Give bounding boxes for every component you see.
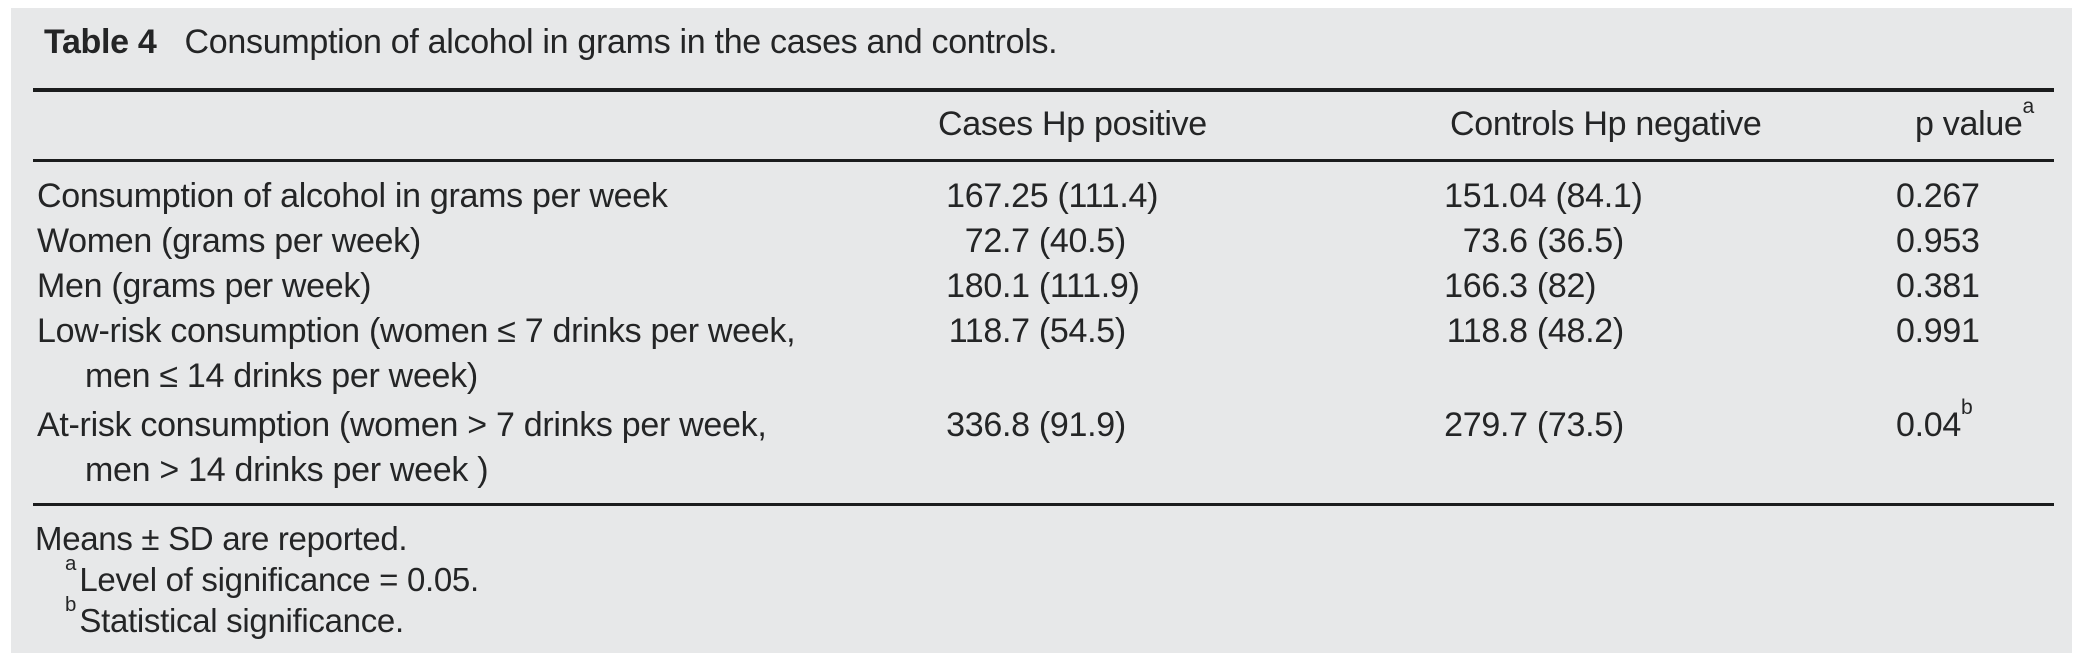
p-value: 0.04b <box>1896 396 1973 444</box>
table-caption-label: Table 4 <box>44 23 157 61</box>
footnotes: Means ± SD are reported. aLevel of signi… <box>35 518 479 641</box>
row-label-continuation: men > 14 drinks per week ) <box>85 451 489 489</box>
figure-background <box>11 8 2072 653</box>
p-value: 0.267 <box>1896 177 1980 215</box>
p-value-footnote-marker: a <box>2022 95 2035 119</box>
row-label: Men (grams per week) <box>37 267 372 305</box>
cases-value: 336.8 (91.9) <box>946 406 1126 444</box>
row-label: Consumption of alcohol in grams per week <box>37 177 668 215</box>
table-row: Women (grams per week) 72.7 (40.5) 73.6 … <box>0 219 2079 264</box>
table-row: Men (grams per week) 180.1 (111.9) 166.3… <box>0 264 2079 309</box>
column-header-cases: Cases Hp positive <box>938 105 1207 143</box>
controls-value: 118.8 (48.2) <box>1446 312 1625 350</box>
controls-value: 279.7 (73.5) <box>1444 406 1624 444</box>
column-header-controls: Controls Hp negative <box>1450 105 1762 143</box>
p-value: 0.381 <box>1896 267 1980 305</box>
table-row: Low-risk consumption (women ≤ 7 drinks p… <box>0 309 2079 399</box>
row-label-continuation: men ≤ 14 drinks per week) <box>85 357 478 395</box>
controls-value: 73.6 (36.5) <box>1462 222 1624 260</box>
controls-value: 151.04 (84.1) <box>1444 177 1643 215</box>
row-label: Low-risk consumption (women ≤ 7 drinks p… <box>37 312 796 350</box>
footnote-a: aLevel of significance = 0.05. <box>65 551 479 598</box>
controls-value: 166.3 (82) <box>1444 267 1597 305</box>
table-row: At-risk consumption (women > 7 drinks pe… <box>0 396 2079 493</box>
table-caption: Table 4 Consumption of alcohol in grams i… <box>44 22 1058 62</box>
top-rule <box>33 88 2054 92</box>
cases-value: 72.7 (40.5) <box>964 222 1126 260</box>
table-caption-text: Consumption of alcohol in grams in the c… <box>184 23 1058 61</box>
footer-rule <box>33 503 2054 506</box>
cases-value: 180.1 (111.9) <box>946 267 1140 305</box>
row-label: Women (grams per week) <box>37 222 421 260</box>
p-value: 0.953 <box>1896 222 1980 260</box>
footnote-b: bStatistical significance. <box>65 592 404 639</box>
cases-value: 118.7 (54.5) <box>948 312 1127 350</box>
footnote-means: Means ± SD are reported. <box>35 520 408 557</box>
p-value: 0.991 <box>1896 312 1980 350</box>
row-label: At-risk consumption (women > 7 drinks pe… <box>37 406 767 444</box>
header-rule <box>33 159 2054 162</box>
table-row: Consumption of alcohol in grams per week… <box>0 174 2079 219</box>
cases-value: 167.25 (111.4) <box>946 177 1159 215</box>
significance-marker: b <box>1960 396 1973 420</box>
column-header-p-value: p valuea <box>1915 95 2035 143</box>
table-body: Consumption of alcohol in grams per week… <box>0 174 2079 493</box>
